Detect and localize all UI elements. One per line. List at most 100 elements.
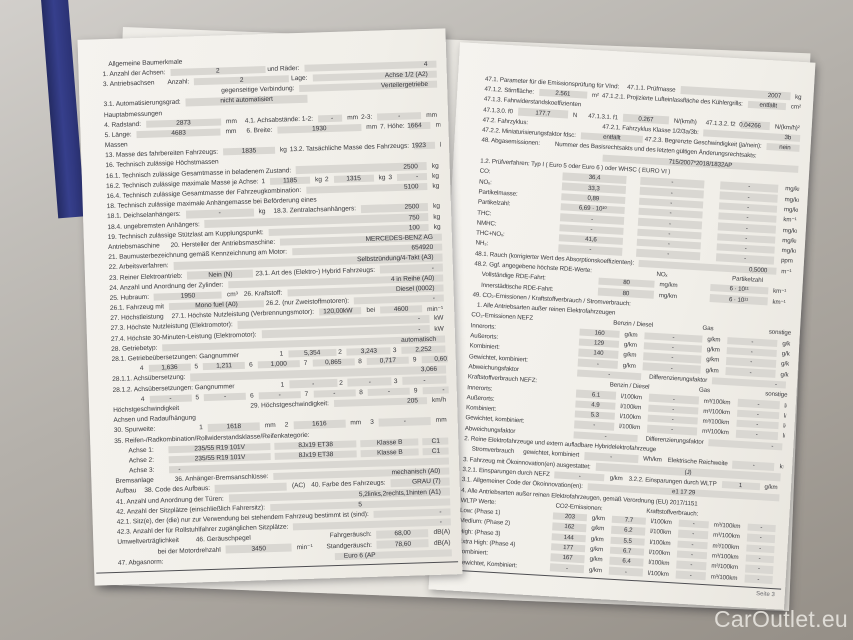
unit-label: mg/km	[784, 185, 800, 194]
unit-label: km⁻¹	[772, 298, 786, 306]
value-box: -	[367, 387, 410, 396]
field-label: Achse 2:	[128, 456, 155, 465]
field-label: Hauptabmessungen	[103, 109, 163, 119]
unit-label: g/km	[705, 366, 719, 375]
value-box: -	[746, 533, 775, 543]
spacer	[531, 123, 602, 127]
unit-label: l/100km	[650, 518, 672, 527]
unit-label: kW	[433, 315, 444, 323]
unit-label: g/km	[781, 350, 790, 359]
value-box: 1923	[411, 141, 436, 150]
field-label: bei der Motordrehzahl	[157, 546, 221, 556]
value-box: -	[289, 379, 338, 389]
unit-label: g/km	[623, 351, 637, 360]
value-box: -	[378, 417, 431, 427]
unit-label: g/km	[622, 361, 636, 370]
value-box: GRAU (7)	[390, 477, 450, 487]
unit-label: km	[779, 463, 784, 472]
value-box: 6.2	[611, 525, 646, 536]
unit-label: mm	[366, 123, 378, 131]
value-box: -	[347, 377, 392, 387]
spacer	[625, 242, 635, 243]
unit-label: l/100km	[647, 569, 669, 578]
field-label: Standgeräusch:	[326, 541, 373, 550]
value-box: Nein (N)	[187, 269, 254, 280]
value-box: 4600	[379, 305, 423, 315]
field-label: Achse 3:	[128, 466, 155, 475]
field-label: 4.1. Achsabstände: 1-2:	[244, 115, 314, 125]
unit-label: km⁻¹	[772, 287, 787, 296]
unit-label: mg/km	[659, 281, 678, 290]
unit-label: mg/km	[782, 226, 798, 235]
unit-label: m³/100km	[711, 552, 739, 562]
value-box: -	[744, 574, 773, 584]
unit-label: g/km	[707, 335, 721, 344]
unit-label: l/100km	[620, 402, 642, 412]
value-box: 1185	[269, 176, 311, 185]
unit-label: mg/km	[781, 236, 797, 245]
spacer	[766, 281, 794, 283]
value-box: 1315	[333, 174, 374, 183]
unit-label: l/100km	[618, 423, 641, 432]
unit-label: kg	[314, 176, 323, 184]
unit-label: kg	[440, 142, 441, 149]
field-label: Achse 1:	[128, 446, 154, 455]
field-label: 2	[339, 379, 343, 387]
field-label: 9	[412, 356, 417, 364]
value-box: 1	[721, 480, 760, 491]
value-box: 78,60	[376, 539, 430, 549]
value-box: -	[608, 567, 644, 577]
value-box: 2,252	[401, 345, 446, 355]
field-label: 47.1.3.2. f2	[705, 119, 736, 128]
field-label: 8	[358, 358, 363, 366]
unit-label: N/(km/h)²	[774, 123, 800, 132]
unit-label: m³/100km	[703, 397, 731, 406]
value-box: -	[203, 392, 247, 402]
spacer	[113, 399, 141, 400]
spacer	[103, 91, 221, 95]
unit-label: km/h	[431, 396, 447, 404]
field-label: Aufbau	[115, 487, 137, 496]
spacer	[706, 195, 718, 196]
field-label: 46. Geräuschpegel	[195, 535, 251, 544]
field-label: 2-3:	[360, 113, 373, 121]
field-label: Antriebsmaschine	[107, 242, 160, 252]
field-label: 47.1.3.1. f1	[587, 112, 619, 121]
spacer	[166, 556, 332, 561]
spacer	[157, 480, 175, 481]
spacer	[118, 552, 158, 553]
field-label: 28. Getriebetyp:	[111, 344, 158, 353]
unit-label: Wh/km	[642, 455, 662, 464]
field-label: 27. Höchstleistung	[110, 313, 164, 323]
value-box: -	[745, 544, 775, 554]
spacer	[628, 180, 638, 181]
spacer	[680, 286, 708, 288]
field-label: 3	[388, 173, 393, 182]
value-box: entfällt	[747, 100, 787, 111]
unit-label: m⁻¹	[781, 267, 792, 276]
field-label: 1	[261, 177, 266, 186]
value-box: 6.7	[609, 546, 645, 556]
spacer	[254, 536, 330, 538]
field-label: Fahrgeräusch:	[329, 531, 372, 540]
coc-document-page-2: Allgemeine Baumerkmale 1. Anzahl der Achs…	[77, 28, 463, 586]
unit-label: l/100km	[620, 392, 643, 401]
spacer	[543, 144, 555, 145]
field-label: 3	[393, 377, 398, 385]
value-box: Klasse B	[360, 437, 419, 448]
value-box: nein	[766, 142, 800, 153]
field-label: 4. Radstand:	[104, 120, 142, 129]
unit-label: kg	[431, 162, 439, 170]
value-box: 162	[552, 522, 587, 532]
spacer	[702, 256, 714, 257]
field-label: 1	[279, 350, 284, 358]
value-box: 6.4	[609, 556, 644, 567]
field-label: 22. Arbeitsverfahren:	[108, 262, 169, 272]
spacer	[182, 406, 250, 408]
unit-label: l/100km	[782, 432, 786, 442]
unit-label: m³/100km	[702, 407, 731, 417]
value-box: C1	[422, 436, 449, 446]
field-label: Lage:	[290, 74, 308, 83]
field-label: 23. Reiner Elektroantrieb:	[108, 272, 183, 282]
